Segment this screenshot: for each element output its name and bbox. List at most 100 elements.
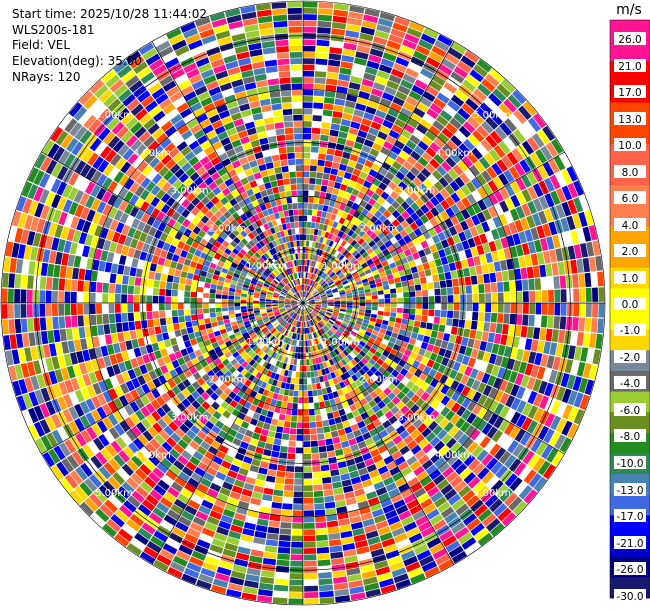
velocity-cell	[196, 386, 205, 396]
velocity-cell	[253, 326, 260, 332]
velocity-cell	[346, 384, 354, 392]
velocity-cell	[286, 317, 292, 323]
velocity-cell	[398, 415, 408, 425]
velocity-cell	[212, 274, 220, 281]
velocity-cell	[218, 324, 226, 331]
velocity-cell	[461, 355, 470, 366]
velocity-cell	[450, 441, 462, 454]
velocity-cell	[390, 68, 405, 79]
velocity-cell	[129, 206, 140, 218]
velocity-cell	[293, 114, 303, 121]
velocity-cell	[310, 428, 317, 435]
velocity-cell	[180, 146, 192, 157]
velocity-cell	[318, 395, 324, 402]
velocity-cell	[412, 345, 420, 354]
velocity-cell	[274, 212, 280, 220]
velocity-cell	[217, 131, 229, 141]
velocity-cell	[253, 303, 260, 306]
velocity-cell	[274, 373, 280, 381]
velocity-cell	[108, 293, 115, 303]
velocity-cell	[267, 334, 274, 340]
velocity-cell	[88, 118, 102, 133]
velocity-cell	[303, 384, 308, 391]
velocity-cell	[192, 325, 200, 333]
velocity-cell	[331, 357, 338, 365]
velocity-cell	[305, 240, 310, 247]
velocity-cell	[483, 322, 491, 332]
velocity-cell	[424, 329, 432, 337]
velocity-cell	[592, 303, 599, 318]
velocity-cell	[346, 432, 355, 440]
velocity-cell	[294, 320, 298, 327]
velocity-cell	[334, 355, 341, 363]
velocity-cell	[317, 559, 331, 567]
velocity-cell	[415, 44, 431, 56]
velocity-cell	[279, 452, 288, 459]
velocity-cell	[280, 90, 292, 97]
velocity-cell	[234, 299, 241, 303]
velocity-cell	[267, 135, 277, 143]
velocity-cell	[162, 414, 173, 425]
velocity-cell	[318, 584, 334, 592]
velocity-cell	[375, 459, 386, 469]
velocity-cell	[305, 291, 308, 298]
velocity-cell	[20, 289, 27, 303]
velocity-cell	[229, 347, 237, 355]
velocity-cell	[180, 234, 189, 244]
velocity-cell	[253, 354, 260, 362]
velocity-cell	[71, 315, 78, 328]
velocity-cell	[149, 489, 163, 502]
velocity-cell	[462, 79, 476, 93]
velocity-cell	[228, 291, 235, 296]
velocity-cell	[415, 378, 424, 388]
velocity-cell	[589, 333, 597, 348]
velocity-cell	[426, 322, 433, 330]
velocity-cell	[397, 238, 406, 246]
velocity-cell	[358, 311, 365, 316]
velocity-cell	[303, 334, 305, 341]
velocity-cell	[240, 299, 247, 303]
velocity-cell	[333, 228, 340, 236]
velocity-cell	[289, 585, 303, 592]
velocity-cell	[449, 369, 458, 380]
velocity-cell	[287, 283, 292, 289]
velocity-cell	[127, 312, 135, 322]
velocity-cell	[420, 381, 430, 391]
velocity-cell	[445, 122, 458, 135]
velocity-cell	[296, 240, 300, 247]
velocity-cell	[241, 162, 251, 171]
velocity-cell	[304, 278, 307, 285]
velocity-cell	[347, 464, 358, 473]
velocity-cell	[205, 219, 214, 228]
velocity-cell	[377, 310, 384, 316]
velocity-cell	[345, 30, 360, 39]
velocity-cell	[441, 357, 450, 367]
velocity-cell	[350, 423, 360, 432]
velocity-cell	[339, 308, 346, 312]
velocity-cell	[87, 152, 99, 166]
velocity-cell	[264, 215, 272, 223]
velocity-cell	[450, 413, 461, 425]
velocity-cell	[146, 303, 153, 312]
velocity-cell	[421, 309, 429, 316]
velocity-cell	[463, 229, 473, 240]
velocity-cell	[444, 184, 455, 196]
velocity-cell	[277, 266, 283, 273]
velocity-cell	[303, 215, 308, 222]
velocity-cell	[188, 266, 196, 274]
velocity-cell	[278, 317, 284, 323]
velocity-cell	[407, 439, 418, 450]
velocity-cell	[481, 372, 491, 384]
velocity-cell	[481, 78, 496, 92]
velocity-cell	[263, 487, 274, 496]
velocity-cell	[311, 311, 316, 317]
velocity-cell	[285, 255, 290, 262]
velocity-cell	[76, 375, 86, 389]
velocity-cell	[281, 320, 287, 326]
velocity-cell	[410, 374, 419, 384]
velocity-cell	[295, 314, 299, 321]
velocity-cell	[365, 236, 373, 244]
velocity-cell	[301, 328, 303, 334]
velocity-cell	[72, 327, 80, 340]
velocity-cell	[249, 48, 263, 57]
